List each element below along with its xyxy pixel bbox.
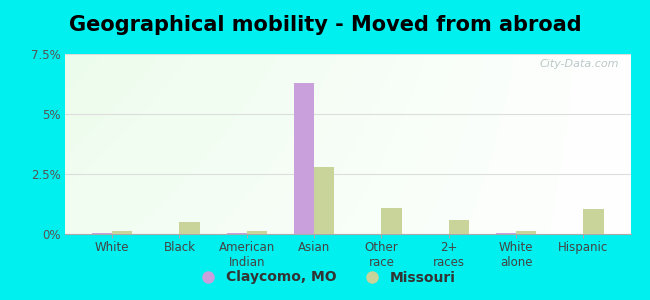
Bar (227, 233, 247, 234)
Bar (496, 233, 516, 234)
Legend: Claycomo, MO, Missouri: Claycomo, MO, Missouri (189, 265, 461, 290)
Bar (92, 233, 112, 234)
Bar (179, 222, 200, 234)
Text: Geographical mobility - Moved from abroad: Geographical mobility - Moved from abroa… (69, 15, 581, 35)
Bar (516, 231, 536, 234)
Bar (294, 83, 314, 234)
Bar (584, 209, 604, 234)
Text: City-Data.com: City-Data.com (540, 59, 619, 69)
Bar (448, 220, 469, 234)
Bar (247, 231, 267, 234)
Bar (112, 231, 133, 234)
Bar (382, 208, 402, 234)
Bar (314, 167, 334, 234)
